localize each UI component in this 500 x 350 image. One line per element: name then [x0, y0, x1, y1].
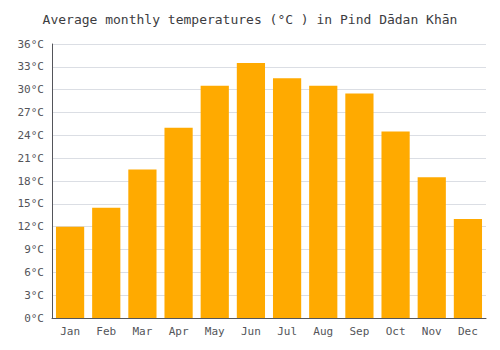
svg-text:Average monthly temperatures (: Average monthly temperatures (°C ) in Pi… — [43, 12, 458, 27]
svg-text:30°C: 30°C — [18, 83, 45, 96]
svg-text:Jun: Jun — [241, 325, 261, 338]
svg-text:Jan: Jan — [60, 325, 80, 338]
svg-text:6°C: 6°C — [24, 266, 44, 279]
svg-text:33°C: 33°C — [18, 60, 45, 73]
svg-text:Feb: Feb — [96, 325, 116, 338]
svg-text:24°C: 24°C — [18, 129, 45, 142]
svg-text:Apr: Apr — [169, 325, 189, 338]
svg-text:12°C: 12°C — [18, 220, 45, 233]
svg-text:21°C: 21°C — [18, 152, 45, 165]
svg-text:15°C: 15°C — [18, 197, 45, 210]
svg-text:Nov: Nov — [422, 325, 442, 338]
svg-text:Jul: Jul — [277, 325, 297, 338]
svg-text:Aug: Aug — [313, 325, 333, 338]
svg-text:Oct: Oct — [386, 325, 406, 338]
svg-text:18°C: 18°C — [18, 175, 45, 188]
svg-text:3°C: 3°C — [24, 289, 44, 302]
svg-text:Sep: Sep — [349, 325, 369, 338]
svg-text:May: May — [205, 325, 225, 338]
svg-text:27°C: 27°C — [18, 106, 45, 119]
svg-text:36°C: 36°C — [18, 38, 45, 51]
svg-text:Dec: Dec — [458, 325, 478, 338]
svg-text:0°C: 0°C — [24, 312, 44, 325]
svg-text:Mar: Mar — [132, 325, 152, 338]
svg-text:9°C: 9°C — [24, 243, 44, 256]
